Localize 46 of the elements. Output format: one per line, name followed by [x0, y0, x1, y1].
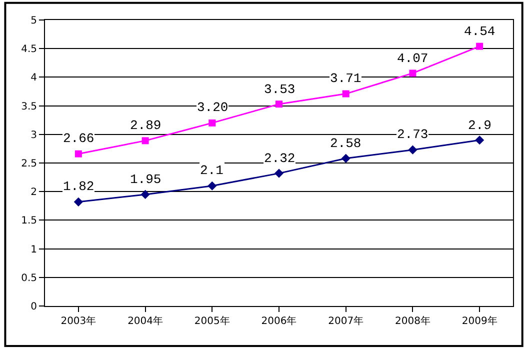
y-tick-label: 3	[30, 130, 37, 141]
point	[140, 190, 150, 200]
x-tick-label: 2004年	[128, 315, 164, 327]
point	[276, 100, 282, 108]
y-tick-label: 5	[30, 16, 37, 26]
point	[208, 181, 217, 190]
data-label: 2.58	[330, 136, 362, 151]
y-tick-label: 3.5	[21, 101, 37, 112]
data-label: 1.82	[63, 179, 94, 194]
y-tick-label: 0.5	[21, 272, 37, 284]
data-label: 3.71	[330, 71, 362, 86]
point	[342, 90, 350, 98]
point	[274, 168, 284, 178]
y-tick-label: 1.5	[21, 216, 37, 227]
data-label: 3.53	[264, 82, 296, 97]
x-tick-label: 2006年	[261, 315, 297, 327]
x-tick-label: 2005年	[194, 315, 230, 327]
data-label: 2.89	[130, 118, 162, 133]
point	[208, 119, 216, 126]
point	[476, 42, 484, 50]
y-tick-label: 0	[30, 302, 37, 312]
x-tick-label: 2003年	[60, 315, 96, 327]
x-tick-label: 2008年	[394, 315, 430, 327]
data-label: 1.95	[130, 172, 162, 187]
point	[142, 137, 149, 144]
point	[408, 145, 418, 154]
data-label: 4.07	[397, 51, 428, 66]
x-tick-label: 2007年	[328, 315, 364, 327]
data-label: 2.66	[63, 131, 94, 146]
y-tick-label: 2.5	[21, 158, 37, 170]
y-tick-label: 2	[30, 187, 37, 198]
y-tick-label: 4.5	[21, 44, 37, 56]
point	[409, 70, 416, 77]
data-label: 4.54	[464, 24, 496, 39]
data-label: 2.1	[200, 163, 224, 178]
point	[74, 197, 83, 206]
point	[341, 154, 350, 163]
x-tick-label: 2009年	[462, 315, 498, 327]
point	[74, 150, 82, 158]
data-label: 2.73	[397, 127, 428, 142]
data-label: 2.32	[264, 151, 296, 166]
y-tick-label: 1	[30, 244, 37, 256]
y-tick-label: 4	[30, 72, 37, 84]
data-label: 2.9	[468, 118, 492, 133]
data-label: 3.20	[197, 100, 228, 115]
point	[475, 136, 484, 145]
